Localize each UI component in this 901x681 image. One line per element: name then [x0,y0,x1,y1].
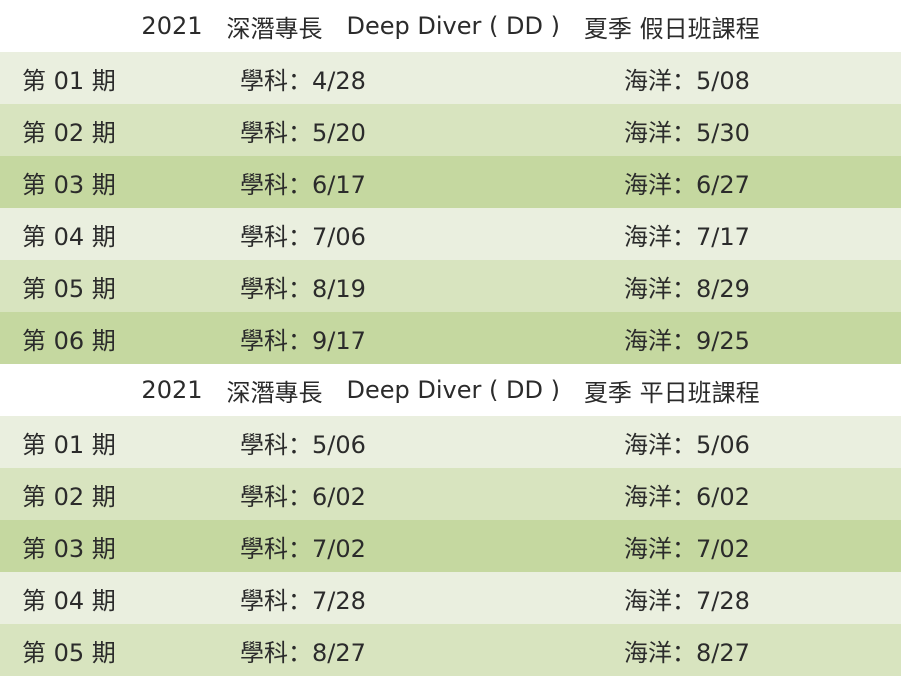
ocean-date: 海洋：6/27 [624,170,750,199]
table-row: 第 05 期 學科：8/27 海洋：8/27 [0,624,901,676]
period-label: 第 02 期 [22,118,116,147]
theory-date: 學科：4/28 [240,66,366,95]
theory-date: 學科：6/02 [240,482,366,511]
table-row: 第 02 期 學科：6/02 海洋：6/02 [0,468,901,520]
theory-date: 學科：7/28 [240,586,366,615]
table-row: 第 01 期 學科：5/06 海洋：5/06 [0,416,901,468]
table-row: 第 04 期 學科：7/06 海洋：7/17 [0,208,901,260]
period-label: 第 06 期 [22,326,116,355]
table-row: 第 02 期 學科：5/20 海洋：5/30 [0,104,901,156]
theory-date: 學科：9/17 [240,326,366,355]
ocean-date: 海洋：7/02 [624,534,750,563]
title-class-type: 夏季 假日班課程 [583,14,760,43]
title-course-zh: 深潛專長 [226,378,323,407]
table-row: 第 04 期 學科：7/28 海洋：7/28 [0,572,901,624]
ocean-date: 海洋：7/28 [624,586,750,615]
table-row: 第 06 期 學科：9/17 海洋：9/25 [0,312,901,364]
table-row: 第 01 期 學科：4/28 海洋：5/08 [0,52,901,104]
ocean-date: 海洋：9/25 [624,326,750,355]
period-label: 第 01 期 [22,66,116,95]
ocean-date: 海洋：6/02 [624,482,750,511]
section-title-weekday: 2021 深潛專長 Deep Diver ( DD ) 夏季 平日班課程 [0,364,901,416]
period-label: 第 03 期 [22,534,116,563]
ocean-date: 海洋：5/08 [624,66,750,95]
title-year: 2021 [141,376,203,404]
ocean-date: 海洋：7/17 [624,222,750,251]
theory-date: 學科：6/17 [240,170,366,199]
theory-date: 學科：8/27 [240,638,366,667]
table-row: 第 03 期 學科：7/02 海洋：7/02 [0,520,901,572]
table-row: 第 05 期 學科：8/19 海洋：8/29 [0,260,901,312]
section-title-weekend: 2021 深潛專長 Deep Diver ( DD ) 夏季 假日班課程 [0,0,901,52]
theory-date: 學科：7/06 [240,222,366,251]
title-class-type: 夏季 平日班課程 [583,378,760,407]
period-label: 第 05 期 [22,638,116,667]
theory-date: 學科：8/19 [240,274,366,303]
theory-date: 學科：5/20 [240,118,366,147]
ocean-date: 海洋：8/27 [624,638,750,667]
period-label: 第 03 期 [22,170,116,199]
period-label: 第 05 期 [22,274,116,303]
title-year: 2021 [141,12,203,40]
theory-date: 學科：5/06 [240,430,366,459]
period-label: 第 01 期 [22,430,116,459]
title-course-en: Deep Diver ( DD ) [346,12,560,40]
title-course-en: Deep Diver ( DD ) [346,376,560,404]
period-label: 第 02 期 [22,482,116,511]
period-label: 第 04 期 [22,222,116,251]
period-label: 第 04 期 [22,586,116,615]
theory-date: 學科：7/02 [240,534,366,563]
table-row: 第 03 期 學科：6/17 海洋：6/27 [0,156,901,208]
ocean-date: 海洋：5/30 [624,118,750,147]
ocean-date: 海洋：5/06 [624,430,750,459]
title-course-zh: 深潛專長 [226,14,323,43]
ocean-date: 海洋：8/29 [624,274,750,303]
